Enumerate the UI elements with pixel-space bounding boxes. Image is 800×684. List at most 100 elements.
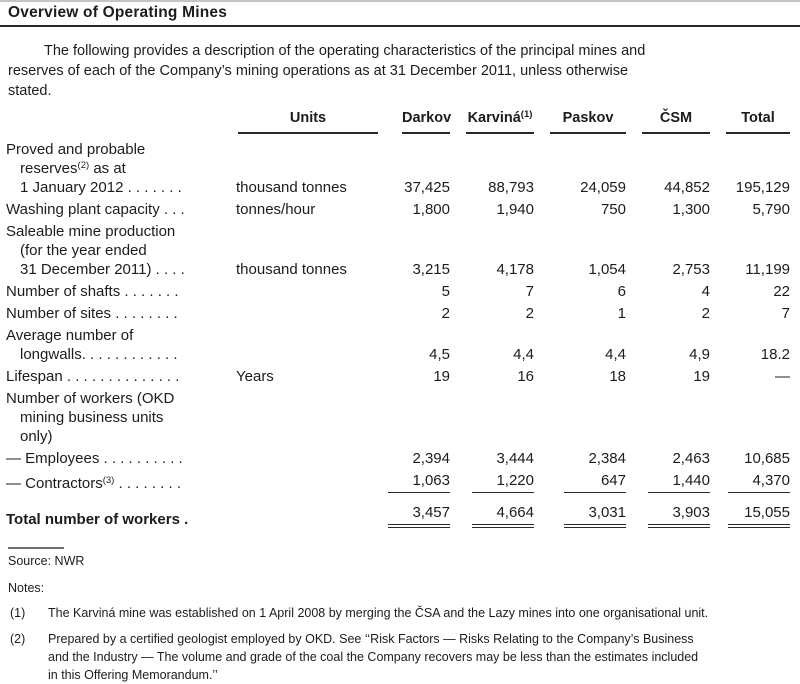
table-row-shafts: Number of shafts . . . . . . . 5 7 6 4 2…: [6, 281, 790, 303]
cell-total-darkov: 3,457: [386, 495, 450, 531]
col-header-units: Units: [234, 109, 386, 134]
cell-shafts-darkov: 5: [441, 283, 450, 300]
table-row-production: Saleable mine production (for the year e…: [6, 221, 790, 281]
cell-reserves-karvina: 88,793: [488, 179, 534, 196]
page-top-rule: [0, 0, 800, 2]
row-label-production: Saleable mine production (for the year e…: [6, 223, 185, 278]
note-2-number: (2): [10, 632, 26, 646]
table-row-workers-group: Number of workers (OKD mining business u…: [6, 388, 790, 448]
cell-shafts-karvina: 7: [525, 283, 534, 300]
cell-longwalls-karvina: 4,4: [513, 346, 534, 363]
cell-washing-units: tonnes/hour: [236, 201, 316, 218]
cell-washing-csm: 1,300: [672, 201, 710, 218]
row-label-reserves: Proved and probable reserves(2) as at 1 …: [6, 141, 182, 196]
cell-total-karvina: 4,664: [450, 495, 534, 531]
col-header-paskov: Paskov: [534, 109, 626, 134]
intro-paragraph: The following provides a description of …: [8, 43, 646, 99]
row-label-employees: — Employees . . . . . . . . . .: [6, 450, 183, 467]
cell-contractors-paskov: 647: [534, 470, 626, 495]
cell-reserves-csm: 44,852: [664, 179, 710, 196]
footnote-marker-1: (1): [520, 109, 533, 120]
notes-label: Notes:: [8, 581, 45, 595]
cell-production-paskov: 1,054: [588, 261, 626, 278]
cell-lifespan-darkov: 19: [433, 368, 450, 385]
col-header-csm: ČSM: [626, 109, 710, 134]
cell-production-total: 11,199: [745, 261, 790, 278]
cell-longwalls-csm: 4,9: [689, 346, 710, 363]
note-1-number: (1): [10, 606, 26, 620]
col-header-empty: [6, 109, 234, 134]
cell-lifespan-paskov: 18: [609, 368, 626, 385]
row-label-longwalls: Average number of longwalls. . . . . . .…: [6, 327, 178, 363]
cell-production-darkov: 3,215: [412, 261, 450, 278]
cell-production-csm: 2,753: [672, 261, 710, 278]
cell-contractors-darkov: 1,063: [386, 470, 450, 495]
row-label-lifespan: Lifespan . . . . . . . . . . . . . .: [6, 368, 180, 385]
cell-sites-total: 7: [781, 305, 790, 322]
cell-employees-csm: 2,463: [672, 450, 710, 467]
cell-washing-darkov: 1,800: [412, 201, 450, 218]
cell-employees-total: 10,685: [744, 450, 790, 467]
note-1-text: The Karviná mine was established on 1 Ap…: [48, 606, 709, 620]
table-row-reserves: Proved and probable reserves(2) as at 1 …: [6, 134, 790, 199]
cell-employees-karvina: 3,444: [496, 450, 534, 467]
row-label-shafts: Number of shafts . . . . . . .: [6, 283, 179, 300]
note-1: (1) The Karviná mine was established on …: [10, 604, 792, 622]
page-title: Overview of Operating Mines: [0, 2, 800, 27]
cell-sites-csm: 2: [701, 305, 710, 322]
row-label-total-workers: Total number of workers .: [6, 511, 189, 528]
cell-longwalls-darkov: 4,5: [429, 346, 450, 363]
note-2: (2) Prepared by a certified geologist em…: [10, 630, 792, 684]
cell-employees-paskov: 2,384: [588, 450, 626, 467]
cell-washing-total: 5,790: [752, 201, 790, 218]
cell-reserves-total: 195,129: [735, 179, 790, 196]
footnote-marker-3: (3): [102, 475, 115, 486]
table-row-lifespan: Lifespan . . . . . . . . . . . . . . Yea…: [6, 366, 790, 388]
cell-lifespan-csm: 19: [693, 368, 710, 385]
cell-longwalls-paskov: 4,4: [605, 346, 626, 363]
table-row-washing: Washing plant capacity . . . tonnes/hour…: [6, 199, 790, 221]
cell-longwalls-total: 18.2: [760, 346, 790, 363]
cell-sites-darkov: 2: [441, 305, 450, 322]
cell-lifespan-karvina: 16: [517, 368, 534, 385]
source-text: Source: NWR: [8, 554, 85, 568]
table-header-row: Units Darkov Karviná(1) Paskov ČSM Total: [6, 109, 790, 134]
cell-washing-paskov: 750: [600, 201, 626, 218]
cell-sites-karvina: 2: [525, 305, 534, 322]
table-row-sites: Number of sites . . . . . . . . 2 2 1 2 …: [6, 303, 790, 325]
cell-total-csm: 3,903: [626, 495, 710, 531]
row-label-washing: Washing plant capacity . . .: [6, 201, 185, 218]
cell-employees-darkov: 2,394: [412, 450, 450, 467]
cell-contractors-karvina: 1,220: [450, 470, 534, 495]
cell-lifespan-units: Years: [236, 368, 274, 385]
cell-washing-karvina: 1,940: [496, 201, 534, 218]
note-2-text: Prepared by a certified geologist employ…: [48, 632, 699, 682]
cell-total-total: 15,055: [710, 495, 790, 531]
cell-total-paskov: 3,031: [534, 495, 626, 531]
col-header-total: Total: [710, 109, 790, 134]
col-header-darkov: Darkov: [386, 109, 451, 134]
cell-contractors-total: 4,370: [710, 470, 790, 495]
cell-shafts-total: 22: [773, 283, 790, 300]
table-row-contractors: — Contractors(3) . . . . . . . . 1,063 1…: [6, 470, 790, 495]
source-rule: [8, 547, 64, 549]
operating-mines-table: Units Darkov Karviná(1) Paskov ČSM Total…: [6, 109, 790, 531]
cell-reserves-paskov: 24,059: [580, 179, 626, 196]
cell-sites-paskov: 1: [617, 305, 626, 322]
cell-reserves-darkov: 37,425: [404, 179, 450, 196]
cell-lifespan-total: —: [775, 368, 790, 385]
row-label-sites: Number of sites . . . . . . . .: [6, 305, 178, 322]
row-label-contractors: — Contractors(3) . . . . . . . .: [6, 475, 182, 492]
cell-contractors-csm: 1,440: [626, 470, 710, 495]
table-row-longwalls: Average number of longwalls. . . . . . .…: [6, 325, 790, 366]
cell-shafts-paskov: 6: [617, 283, 626, 300]
table-row-employees: — Employees . . . . . . . . . . 2,394 3,…: [6, 448, 790, 470]
col-header-karvina: Karviná(1): [450, 109, 534, 134]
table-row-total-workers: Total number of workers . 3,457 4,664 3,…: [6, 495, 790, 531]
cell-reserves-units: thousand tonnes: [236, 179, 347, 196]
cell-production-units: thousand tonnes: [236, 261, 347, 278]
cell-production-karvina: 4,178: [496, 261, 534, 278]
footnote-marker-2: (2): [77, 160, 90, 171]
cell-shafts-csm: 4: [701, 283, 710, 300]
